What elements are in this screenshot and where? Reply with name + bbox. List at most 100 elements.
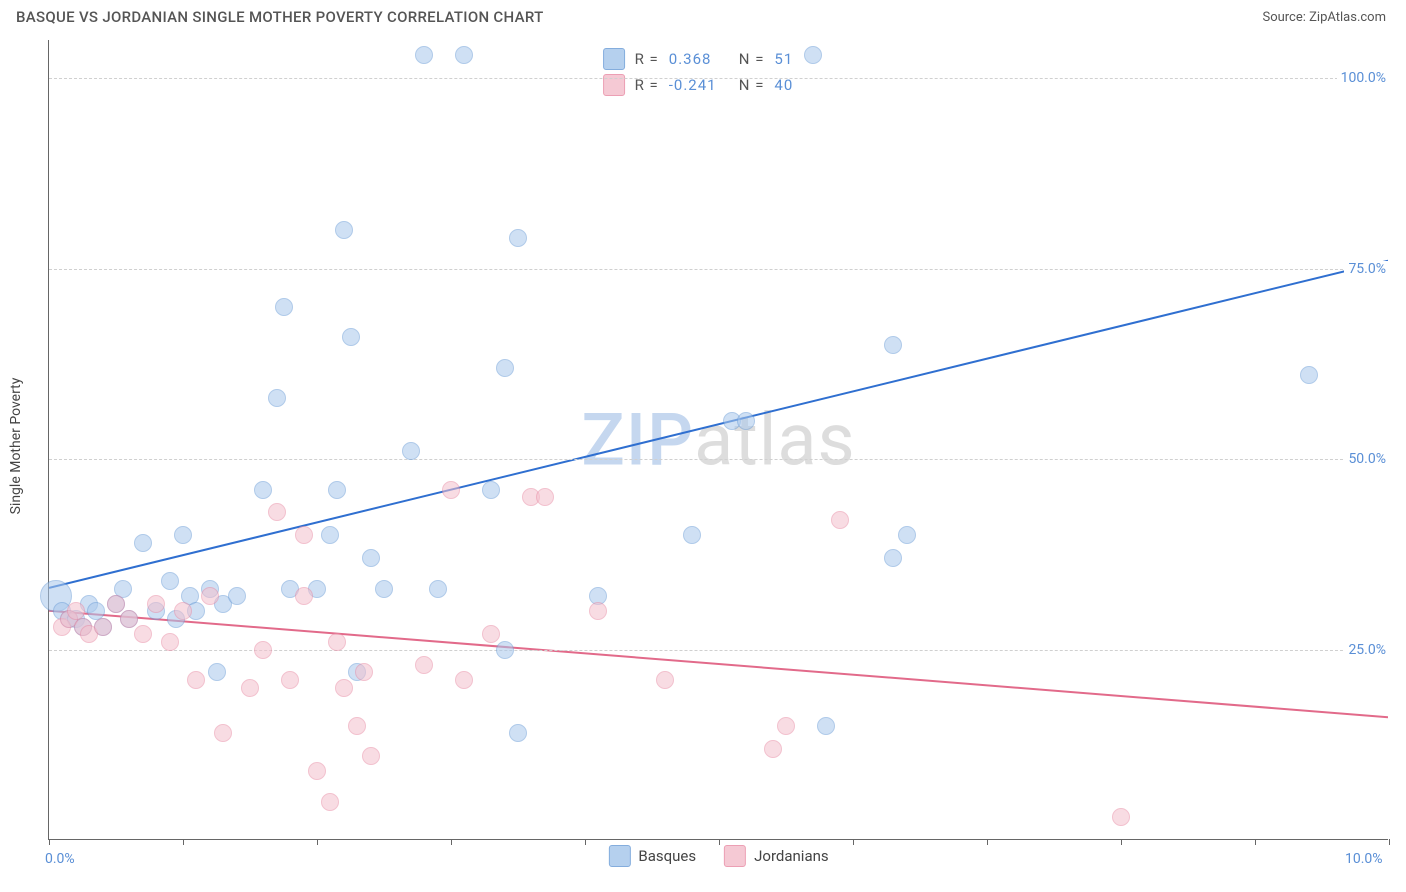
data-point [683,526,701,544]
x-tick [585,839,586,845]
data-point [496,641,514,659]
data-point [817,717,835,735]
data-point [1112,808,1130,826]
data-point [777,717,795,735]
data-point [1300,366,1318,384]
legend-label-basques: Basques [638,847,696,865]
data-point [328,633,346,651]
chart-plot-area: ZIPatlas R = 0.368 N = 51 R = -0.241 N =… [48,40,1388,840]
data-point [589,602,607,620]
y-tick-label: 25.0% [1344,642,1390,658]
data-point [509,229,527,247]
legend-row-jordanians: R = -0.241 N = 40 [603,72,835,98]
data-point [335,221,353,239]
data-point [241,679,259,697]
data-point [107,595,125,613]
data-point [348,717,366,735]
correlation-legend: R = 0.368 N = 51 R = -0.241 N = 40 [603,44,835,100]
x-tick [719,839,720,845]
data-point [321,793,339,811]
series-legend: Basques Jordanians [608,845,828,867]
data-point [656,671,674,689]
data-point [187,671,205,689]
grid-line [49,78,1388,79]
x-tick [451,839,452,845]
x-tick [1255,839,1256,845]
data-point [831,511,849,529]
data-point [415,656,433,674]
grid-line [49,459,1388,460]
data-point [898,526,916,544]
data-point [228,587,246,605]
x-tick [317,839,318,845]
y-axis-title: Single Mother Poverty [8,378,24,515]
source-label: Source: ZipAtlas.com [1262,10,1386,25]
data-point [161,572,179,590]
data-point [536,488,554,506]
data-point [174,602,192,620]
x-tick [1389,839,1390,845]
data-point [442,481,460,499]
data-point [147,595,165,613]
data-point [328,481,346,499]
data-point [482,481,500,499]
legend-label-jordanians: Jordanians [754,847,829,865]
x-tick [853,839,854,845]
x-tick-label: 10.0% [1345,851,1383,867]
data-point [362,549,380,567]
data-point [321,526,339,544]
data-point [120,610,138,628]
data-point [268,503,286,521]
data-point [214,724,232,742]
data-point [884,549,902,567]
chart-title: BASQUE VS JORDANIAN SINGLE MOTHER POVERT… [16,8,544,26]
data-point [455,671,473,689]
data-point [281,671,299,689]
y-tick-label: 75.0% [1344,261,1390,277]
data-point [362,747,380,765]
legend-swatch-basques [603,48,625,70]
data-point [295,526,313,544]
trend-lines [49,40,1388,839]
y-tick-label: 100.0% [1337,70,1390,86]
data-point [201,587,219,605]
n-label: N = [739,50,765,68]
data-point [134,534,152,552]
data-point [134,625,152,643]
data-point [335,679,353,697]
legend-swatch-basques-icon [608,845,630,867]
data-point [455,46,473,64]
data-point [509,724,527,742]
grid-line [49,269,1388,270]
data-point [254,481,272,499]
data-point [482,625,500,643]
watermark-zip: ZIP [581,397,694,482]
y-tick-label: 50.0% [1344,451,1390,467]
data-point [429,580,447,598]
data-point [208,663,226,681]
grid-line [49,650,1388,651]
data-point [94,618,112,636]
data-point [295,587,313,605]
x-tick [183,839,184,845]
data-point [308,762,326,780]
data-point [355,663,373,681]
data-point [496,359,514,377]
x-tick [987,839,988,845]
data-point [402,442,420,460]
data-point [275,298,293,316]
data-point [764,740,782,758]
legend-row-basques: R = 0.368 N = 51 [603,46,835,72]
data-point [268,389,286,407]
data-point [254,641,272,659]
data-point [884,336,902,354]
legend-item-basques: Basques [608,845,696,867]
r-label: R = [635,50,659,68]
data-point [415,46,433,64]
watermark: ZIPatlas [581,397,855,482]
data-point [375,580,393,598]
data-point [737,412,755,430]
x-tick-label: 0.0% [45,851,75,867]
r-value-basques: 0.368 [669,50,729,68]
data-point [174,526,192,544]
